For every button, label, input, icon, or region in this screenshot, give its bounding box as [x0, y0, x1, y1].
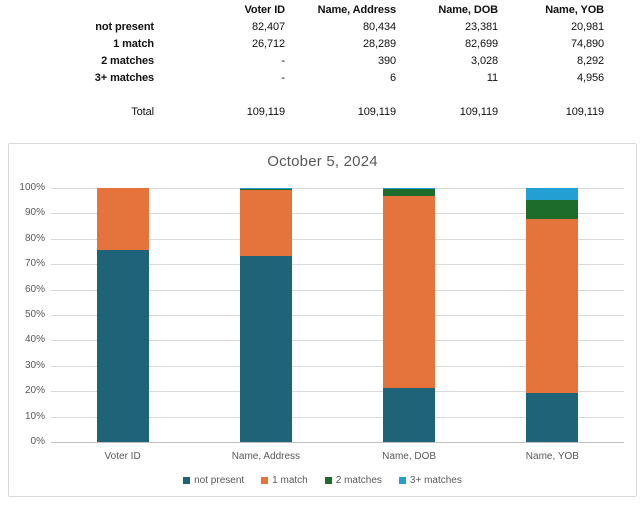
- y-tick-label: 100%: [19, 182, 45, 193]
- bar-name-yob: [526, 188, 579, 442]
- total-label: Total: [131, 106, 154, 118]
- bar-segment: [383, 189, 436, 197]
- legend-item: 1 match: [261, 475, 308, 486]
- legend-item: 2 matches: [324, 475, 382, 486]
- bar-segment: [383, 196, 436, 388]
- legend-swatch: [261, 477, 269, 484]
- bar-segment: [526, 218, 579, 394]
- table-value: 4,956: [576, 72, 604, 84]
- bar-segment: [383, 188, 436, 190]
- row-label: 2 matches: [101, 55, 154, 67]
- gridline: [51, 365, 624, 367]
- y-tick-label: 10%: [24, 410, 45, 422]
- bar-segment: [239, 189, 292, 191]
- legend-label: 3+ matches: [409, 475, 462, 486]
- bar-segment: [96, 188, 149, 251]
- table-value: 82,407: [251, 21, 285, 33]
- y-tick-label: 80%: [24, 232, 45, 244]
- table-value: 11: [486, 72, 498, 84]
- bar-segment: [526, 393, 579, 442]
- table-value: 390: [377, 55, 396, 67]
- gridline: [51, 391, 624, 393]
- total-value: 109,119: [459, 106, 498, 118]
- legend-swatch: [183, 477, 191, 484]
- y-tick-label: 50%: [24, 309, 45, 320]
- gridline: [51, 213, 624, 215]
- legend-label: 2 matches: [335, 475, 382, 486]
- legend-swatch: [398, 477, 406, 484]
- y-tick-label: 20%: [24, 385, 45, 397]
- gridline: [51, 315, 624, 316]
- table-value: 3,028: [470, 55, 498, 67]
- y-tick-label: 70%: [24, 258, 45, 270]
- bar-name-address: [239, 188, 292, 442]
- gridline: [51, 416, 624, 418]
- column-header: Name, DOB: [438, 4, 498, 16]
- bar-segment: [526, 199, 579, 219]
- row-label: 3+ matches: [94, 72, 154, 84]
- table-value: 82,699: [464, 38, 498, 50]
- x-axis-label: Name, YOB: [525, 451, 579, 462]
- total-value: 109,119: [357, 106, 396, 118]
- x-axis-line: [51, 442, 624, 443]
- stacked-bar-chart: October 5, 2024 0% 10% 20% 30% 40% 50% 60% 70% 8…: [8, 143, 637, 497]
- gridline: [51, 289, 624, 291]
- bar-segment: [239, 188, 292, 190]
- y-tick-label: 60%: [24, 283, 45, 295]
- bar-name-dob: [383, 188, 436, 442]
- table-value: 80,434: [362, 21, 396, 33]
- bar-segment: [239, 190, 292, 256]
- legend-item: not present: [183, 475, 244, 486]
- x-axis-label: Name, Address: [231, 451, 301, 462]
- y-tick-label: 30%: [24, 359, 45, 371]
- x-axis-label: Name, DOB: [382, 451, 437, 462]
- total-value: 109,119: [565, 106, 604, 118]
- gridline: [51, 264, 624, 266]
- bar-segment: [96, 250, 149, 442]
- bar-voter-id: [96, 188, 149, 442]
- legend-item: 3+ matches: [398, 475, 462, 486]
- bar-segment: [526, 188, 579, 200]
- row-label: 1 match: [113, 38, 154, 50]
- y-tick-label: 40%: [24, 334, 45, 346]
- table-value: -: [281, 55, 285, 67]
- x-axis-label: Voter ID: [104, 451, 141, 462]
- spacer-row: [0, 87, 604, 104]
- legend-label: not present: [194, 475, 245, 486]
- y-tick-label: 90%: [24, 207, 45, 219]
- table-value: 26,712: [251, 38, 285, 50]
- match-counts-table: Voter ID Name, Address Name, DOB Name, YOB n…: [0, 2, 604, 121]
- bar-segment: [239, 255, 292, 442]
- column-header: Name, Address: [317, 4, 396, 16]
- legend-label: 1 match: [272, 475, 308, 486]
- table-corner: [0, 2, 154, 19]
- legend-swatch: [324, 477, 332, 484]
- bar-segment: [383, 387, 436, 442]
- gridline: [51, 238, 624, 240]
- y-tick-label: 0%: [30, 436, 45, 447]
- table-value: 8,292: [576, 55, 604, 67]
- table-value: 74,890: [570, 38, 604, 50]
- gridline: [51, 340, 624, 342]
- row-label: not present: [95, 21, 154, 33]
- column-header: Name, YOB: [545, 4, 604, 16]
- chart-legend: not present 1 match 2 matches 3+ matches: [9, 475, 636, 486]
- table-value: 23,381: [464, 21, 498, 33]
- chart-title: October 5, 2024: [267, 153, 378, 170]
- table-value: 6: [389, 72, 396, 84]
- total-value: 109,119: [246, 106, 285, 118]
- table-value: 28,289: [362, 38, 396, 50]
- column-header: Voter ID: [244, 4, 285, 16]
- gridline: [51, 188, 624, 189]
- table-value: -: [281, 72, 285, 84]
- table-value: 20,981: [570, 21, 604, 33]
